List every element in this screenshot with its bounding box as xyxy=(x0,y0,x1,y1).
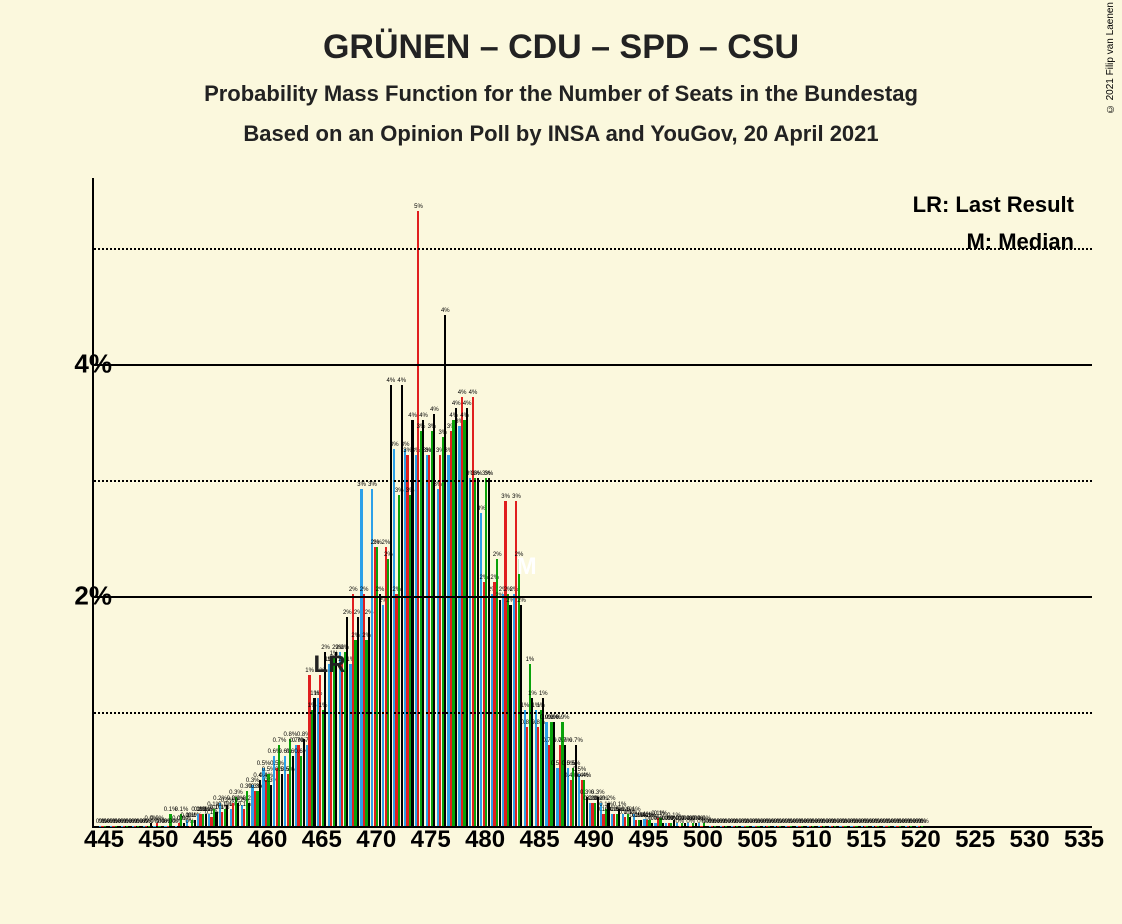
bar xyxy=(455,408,457,826)
legend-box: LR: Last Result M: Median xyxy=(913,186,1074,261)
bar-value-label: 4% xyxy=(430,407,439,413)
bar xyxy=(575,745,577,826)
x-axis-label: 485 xyxy=(520,826,560,854)
bar xyxy=(259,780,261,826)
copyright-text: © 2021 Filip van Laenen xyxy=(1105,2,1116,114)
x-axis-label: 505 xyxy=(737,826,777,854)
bar-value-label: 1% xyxy=(528,691,537,697)
x-axis-label: 480 xyxy=(465,826,505,854)
bar-value-label: 4% xyxy=(441,308,450,314)
bar xyxy=(564,745,566,826)
bar xyxy=(205,814,207,826)
bar-value-label: 5% xyxy=(414,204,423,210)
x-axis-label: 495 xyxy=(628,826,668,854)
bar xyxy=(379,594,381,826)
x-axis-label: 525 xyxy=(955,826,995,854)
bar-value-label: 3% xyxy=(474,471,483,477)
plot-area: 0%0%0%0%0%0%0%0%0%0%0%0%0%0%0%0%0%0%0%0.… xyxy=(92,178,1092,828)
y-axis-label: 4% xyxy=(74,348,112,379)
bar xyxy=(248,803,250,826)
bar xyxy=(357,617,359,826)
y-axis-label: 2% xyxy=(74,580,112,611)
bar-value-label: 0.9% xyxy=(556,715,570,721)
bar-value-label: 3% xyxy=(368,482,377,488)
bar xyxy=(520,605,522,826)
bar-value-label: 2% xyxy=(493,552,502,558)
bar xyxy=(346,617,348,826)
x-axis-label: 510 xyxy=(792,826,832,854)
annotation-m: M xyxy=(517,553,537,581)
bar-value-label: 2% xyxy=(517,598,526,604)
bar xyxy=(226,805,228,826)
bar xyxy=(509,605,511,826)
bar-value-label: 4% xyxy=(397,378,406,384)
bar-value-label: 0% xyxy=(920,819,929,825)
x-axis-label: 535 xyxy=(1064,826,1104,854)
chart-area: 0%0%0%0%0%0%0%0%0%0%0%0%0%0%0%0%0%0%0%0.… xyxy=(92,178,1092,828)
x-axis-label: 520 xyxy=(901,826,941,854)
bar-value-label: 4% xyxy=(452,401,461,407)
x-axis-label: 470 xyxy=(356,826,396,854)
gridline-solid xyxy=(94,364,1092,366)
bar xyxy=(531,698,533,826)
bar-value-label: 3% xyxy=(390,442,399,448)
bar-value-label: 4% xyxy=(419,413,428,419)
gridline-dotted xyxy=(94,712,1092,714)
bar xyxy=(444,315,446,826)
bar-value-label: 2% xyxy=(376,587,385,593)
legend-lr: LR: Last Result xyxy=(913,186,1074,223)
bar xyxy=(477,478,479,826)
bar-value-label: 0.7% xyxy=(273,738,287,744)
x-axis-label: 515 xyxy=(846,826,886,854)
bar-value-label: 2% xyxy=(343,610,352,616)
x-axis-label: 465 xyxy=(302,826,342,854)
chart-subtitle-1: Probability Mass Function for the Number… xyxy=(0,81,1122,107)
bar-value-label: 3% xyxy=(501,494,510,500)
x-axis-label: 445 xyxy=(84,826,124,854)
bar xyxy=(303,739,305,826)
chart-subtitle-2: Based on an Opinion Poll by INSA and You… xyxy=(0,121,1122,147)
bar xyxy=(433,414,435,826)
bar-value-label: 4% xyxy=(458,390,467,396)
bar-value-label: 3% xyxy=(485,471,494,477)
bar-value-label: 0.4% xyxy=(578,773,592,779)
x-axis-label: 455 xyxy=(193,826,233,854)
bars-layer: 0%0%0%0%0%0%0%0%0%0%0%0%0%0%0%0%0%0%0%0.… xyxy=(94,178,1092,826)
chart-title: GRÜNEN – CDU – SPD – CSU xyxy=(0,0,1122,67)
x-axis-label: 460 xyxy=(247,826,287,854)
x-axis-label: 490 xyxy=(574,826,614,854)
bar xyxy=(270,785,272,826)
annotation-lr: LR xyxy=(314,651,346,679)
legend-m: M: Median xyxy=(913,223,1074,260)
bar-value-label: 2% xyxy=(321,645,330,651)
bar-value-label: 1% xyxy=(526,657,535,663)
bar-value-label: 4% xyxy=(463,401,472,407)
bar xyxy=(488,478,490,826)
bar-value-label: 0.7% xyxy=(569,738,583,744)
bar-value-label: 1% xyxy=(539,691,548,697)
bar-value-label: 3% xyxy=(512,494,521,500)
bar xyxy=(215,812,217,826)
gridline-solid xyxy=(94,596,1092,598)
bar-value-label: 3% xyxy=(357,482,366,488)
gridline-dotted xyxy=(94,480,1092,482)
bar xyxy=(313,698,315,826)
bar xyxy=(281,774,283,826)
bar xyxy=(368,617,370,826)
x-axis-label: 530 xyxy=(1010,826,1050,854)
bar-value-label: 2% xyxy=(360,587,369,593)
bar xyxy=(292,756,294,826)
bar-value-label: 4% xyxy=(387,378,396,384)
x-axis-labels: 4454504554604654704754804854904955005055… xyxy=(94,826,1092,866)
bar xyxy=(390,385,392,826)
x-axis-label: 450 xyxy=(138,826,178,854)
bar xyxy=(607,803,609,826)
bar-value-label: 2% xyxy=(373,540,382,546)
bar-value-label: 2% xyxy=(349,587,358,593)
bar-value-label: 4% xyxy=(469,390,478,396)
x-axis-label: 500 xyxy=(683,826,723,854)
x-axis-label: 475 xyxy=(411,826,451,854)
bar-value-label: 4% xyxy=(408,413,417,419)
